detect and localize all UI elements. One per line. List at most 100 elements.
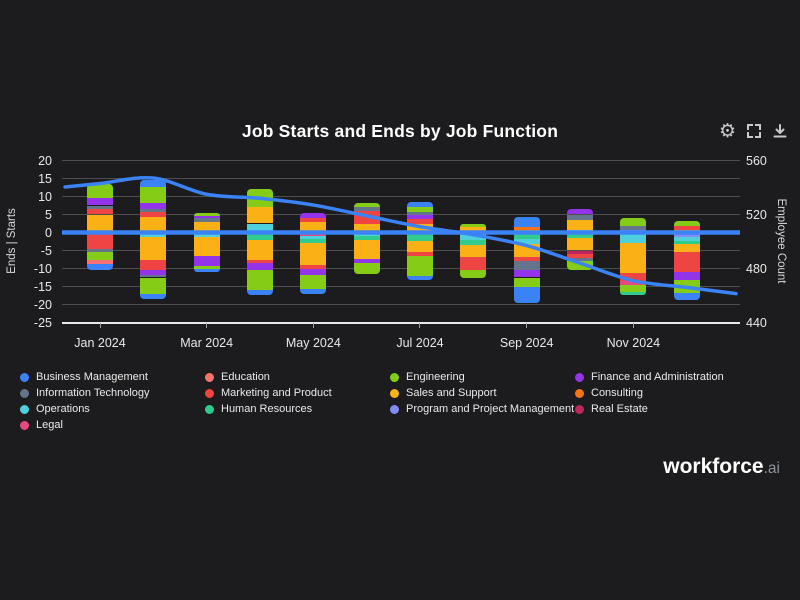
bar-segment-start-mkt[interactable]: [406, 219, 433, 225]
legend-item-cons[interactable]: Consulting: [575, 387, 643, 399]
bar-segment-start-mkt[interactable]: [353, 210, 380, 224]
bar-segment-end-eng[interactable]: [566, 260, 593, 270]
bar-segment-start-it[interactable]: [353, 207, 380, 211]
bar-segment-end-hr[interactable]: [620, 291, 647, 296]
bar-segment-end-eng[interactable]: [513, 277, 540, 287]
bar-segment-start-eng[interactable]: [353, 203, 380, 208]
bar-segment-end-fin[interactable]: [246, 262, 273, 271]
bar-segment-end-bm[interactable]: [673, 293, 700, 301]
bar-segment-start-sales[interactable]: [406, 224, 433, 233]
bar-segment-start-sales[interactable]: [353, 223, 380, 233]
bar-segment-end-fin[interactable]: [193, 255, 220, 266]
bar-segment-start-eng[interactable]: [246, 189, 273, 208]
settings-gear-icon[interactable]: ⚙: [718, 119, 736, 142]
bar-segment-start-fin[interactable]: [566, 208, 593, 215]
bar-segment-end-bm[interactable]: [246, 290, 273, 296]
bar-segment-start-fin[interactable]: [300, 213, 327, 218]
bar-segment-start-mkt[interactable]: [673, 226, 700, 231]
bar-segment-end-eng[interactable]: [406, 255, 433, 276]
bar-segment-end-ops[interactable]: [620, 232, 647, 243]
bar-segment-end-eng[interactable]: [140, 277, 167, 294]
bar-segment-end-sales[interactable]: [353, 239, 380, 260]
bar-segment-start-sales[interactable]: [87, 214, 113, 233]
bar-segment-end-bm[interactable]: [513, 286, 540, 303]
bar-segment-start-mkt[interactable]: [140, 212, 167, 218]
legend-item-it[interactable]: Information Technology: [20, 387, 150, 399]
bar-segment-start-mkt[interactable]: [87, 209, 113, 215]
bar-segment-end-eng[interactable]: [300, 274, 327, 289]
bar-segment-start-sales[interactable]: [193, 221, 220, 233]
legend-item-fin[interactable]: Finance and Administration: [575, 371, 724, 383]
bar-segment-start-bm[interactable]: [513, 217, 540, 228]
bar-segment-end-sales[interactable]: [620, 242, 647, 273]
bar-segment-end-sales[interactable]: [140, 236, 167, 261]
bar-segment-end-eng[interactable]: [620, 285, 647, 292]
bar-segment-start-eng[interactable]: [673, 221, 700, 226]
bar-segment-end-sales[interactable]: [193, 236, 220, 256]
bar-segment-start-bm[interactable]: [140, 180, 167, 187]
bar-segment-end-bm[interactable]: [140, 293, 167, 300]
bar-segment-end-mkt[interactable]: [140, 260, 167, 271]
bar-segment-end-ops[interactable]: [460, 232, 487, 240]
download-icon[interactable]: [772, 123, 788, 139]
bar-segment-start-cons[interactable]: [513, 227, 540, 230]
bar-segment-end-eng[interactable]: [460, 269, 487, 278]
bar-segment-start-ops[interactable]: [246, 223, 273, 233]
bar-segment-start-sales[interactable]: [246, 207, 273, 224]
legend-item-edu[interactable]: Education: [205, 371, 270, 383]
bar-segment-end-fin[interactable]: [513, 269, 540, 278]
bar-segment-start-eng[interactable]: [193, 212, 220, 217]
bar-segment-end-sales[interactable]: [673, 243, 700, 252]
legend-item-bm[interactable]: Business Management: [20, 371, 148, 383]
fullscreen-icon[interactable]: [746, 123, 762, 139]
legend-item-ops[interactable]: Operations: [20, 403, 90, 415]
bar-segment-start-fin[interactable]: [140, 202, 167, 209]
legend-item-ppm[interactable]: Program and Project Management: [390, 403, 574, 415]
bar-segment-start-sales[interactable]: [566, 219, 593, 230]
bar-segment-start-eng[interactable]: [406, 206, 433, 212]
bar-segment-start-bm[interactable]: [406, 202, 433, 207]
bar-segment-start-mkt[interactable]: [300, 217, 327, 223]
bar-segment-start-fin[interactable]: [406, 215, 433, 220]
bar-segment-start-it[interactable]: [620, 226, 647, 230]
bar-segment-end-mkt[interactable]: [620, 272, 647, 282]
bar-segment-end-mkt[interactable]: [87, 232, 113, 249]
bar-segment-end-sales[interactable]: [246, 239, 273, 260]
bar-segment-end-eng[interactable]: [246, 270, 273, 291]
bar-segment-end-bm[interactable]: [300, 289, 327, 294]
bar-segment-start-eng[interactable]: [140, 186, 167, 203]
bar-segment-start-it[interactable]: [87, 205, 113, 210]
bar-segment-start-sales[interactable]: [140, 217, 167, 233]
bar-segment-start-fin[interactable]: [87, 198, 113, 206]
bar-segment-end-sales[interactable]: [566, 237, 593, 251]
bar-segment-start-it[interactable]: [193, 218, 220, 222]
bar-segment-end-hr[interactable]: [246, 232, 273, 240]
bar-segment-end-hr[interactable]: [513, 232, 540, 240]
legend-item-eng[interactable]: Engineering: [390, 371, 465, 383]
bar-segment-start-fin[interactable]: [193, 216, 220, 219]
bar-segment-end-fin[interactable]: [673, 271, 700, 280]
bar-segment-end-bm[interactable]: [406, 275, 433, 280]
bar-segment-end-it[interactable]: [513, 260, 540, 270]
bar-segment-end-sales[interactable]: [513, 244, 540, 257]
bar-segment-start-eng[interactable]: [620, 218, 647, 226]
bar-segment-start-it[interactable]: [406, 211, 433, 216]
legend-item-re[interactable]: Real Estate: [575, 403, 648, 415]
legend-item-mkt[interactable]: Marketing and Product: [205, 387, 332, 399]
bar-segment-end-mkt[interactable]: [673, 251, 700, 272]
bar-segment-start-eng[interactable]: [87, 183, 113, 199]
bar-segment-end-sales[interactable]: [300, 242, 327, 266]
bar-segment-start-eng[interactable]: [460, 223, 487, 228]
legend-item-sales[interactable]: Sales and Support: [390, 387, 497, 399]
bar-segment-end-bm[interactable]: [87, 263, 113, 271]
bar-segment-end-sales[interactable]: [460, 245, 487, 257]
bar-segment-start-sales[interactable]: [300, 222, 327, 233]
bar-segment-end-mkt[interactable]: [460, 256, 487, 270]
bar-segment-end-hr[interactable]: [406, 232, 433, 241]
bar-segment-end-eng[interactable]: [673, 280, 700, 294]
bar-segment-end-eng[interactable]: [353, 263, 380, 274]
legend-item-legal[interactable]: Legal: [20, 419, 63, 431]
legend-item-hr[interactable]: Human Resources: [205, 403, 312, 415]
bar-segment-end-bm[interactable]: [193, 269, 220, 273]
bar-segment-end-sales[interactable]: [406, 240, 433, 252]
